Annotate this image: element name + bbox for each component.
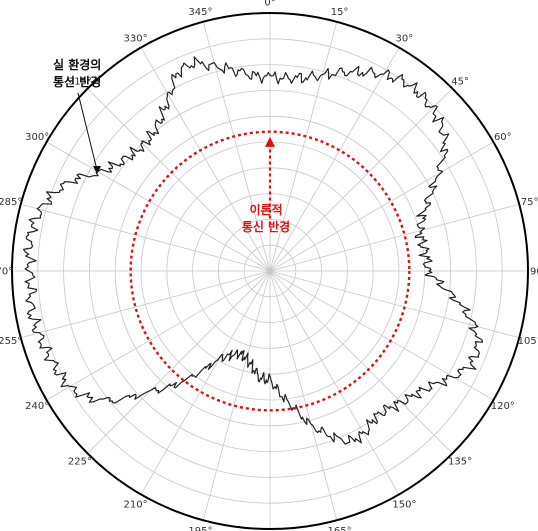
actual-radius-leader-line	[77, 92, 98, 171]
grid-spoke-60	[269, 141, 494, 272]
angle-tick-150: 150°	[392, 499, 416, 510]
angle-tick-0: 0°	[264, 0, 275, 9]
grid-spoke-255	[20, 270, 271, 339]
angle-tick-345: 345°	[188, 7, 212, 18]
angle-tick-105: 105°	[518, 336, 538, 347]
theoretical-radius-label-line2: 통신 반경	[242, 219, 290, 234]
theoretical-radius-label-line1: 이론적	[249, 202, 282, 217]
grid-spoke-225	[87, 270, 271, 454]
angle-tick-330: 330°	[124, 34, 148, 45]
series-layer	[23, 56, 484, 445]
angle-tick-30: 30°	[396, 34, 414, 45]
grid-spoke-45	[269, 88, 453, 272]
grid-spoke-150	[269, 270, 400, 495]
angle-tick-120: 120°	[491, 401, 515, 412]
angle-tick-255: 255°	[0, 336, 22, 347]
angle-tick-210: 210°	[124, 499, 148, 510]
angle-tick-60: 60°	[494, 132, 512, 143]
angle-tick-195: 195°	[188, 526, 212, 531]
grid-spoke-105	[269, 270, 520, 339]
angle-tick-270: 270°	[0, 267, 13, 278]
actual-radius-leader-arrowhead	[93, 166, 101, 174]
angle-tick-315: 315°	[68, 76, 92, 87]
angle-tick-45: 45°	[451, 76, 469, 87]
actual-radius-label-line1: 실 환경의	[53, 57, 101, 72]
theoretical-radius-circle	[129, 130, 411, 412]
actual-radius-line	[23, 56, 484, 445]
actual-radius-label-line2: 통신 반경	[53, 74, 101, 89]
outer-ring	[11, 12, 529, 530]
grid-spoke-315	[87, 88, 271, 272]
grid-spoke-240	[46, 270, 271, 401]
grid-spoke-330	[140, 47, 271, 272]
grid-spoke-165	[269, 270, 338, 521]
grid-spoke-30	[269, 47, 400, 272]
grid-spoke-195	[202, 270, 271, 521]
angle-tick-135: 135°	[448, 457, 472, 468]
angle-tick-225: 225°	[68, 457, 92, 468]
grid-spoke-120	[269, 270, 494, 401]
polar-grid	[11, 12, 529, 530]
angle-tick-240: 240°	[25, 401, 49, 412]
angle-tick-15: 15°	[331, 7, 349, 18]
theoretical-radius-arrowhead	[265, 136, 275, 147]
grid-spoke-15	[269, 21, 338, 272]
angle-tick-90: 90°	[530, 267, 538, 278]
grid-spoke-300	[46, 141, 271, 272]
angle-tick-75: 75°	[521, 197, 538, 208]
grid-spoke-135	[269, 270, 453, 454]
annotation-layer: 실 환경의 통신 반경 이론적 통신 반경	[53, 57, 290, 234]
angle-tick-285: 285°	[0, 197, 22, 208]
grid-spoke-285	[20, 203, 271, 272]
grid-spoke-210	[140, 270, 271, 495]
grid-spoke-75	[269, 203, 520, 272]
angle-tick-165: 165°	[328, 526, 352, 531]
angle-tick-300: 300°	[25, 132, 49, 143]
